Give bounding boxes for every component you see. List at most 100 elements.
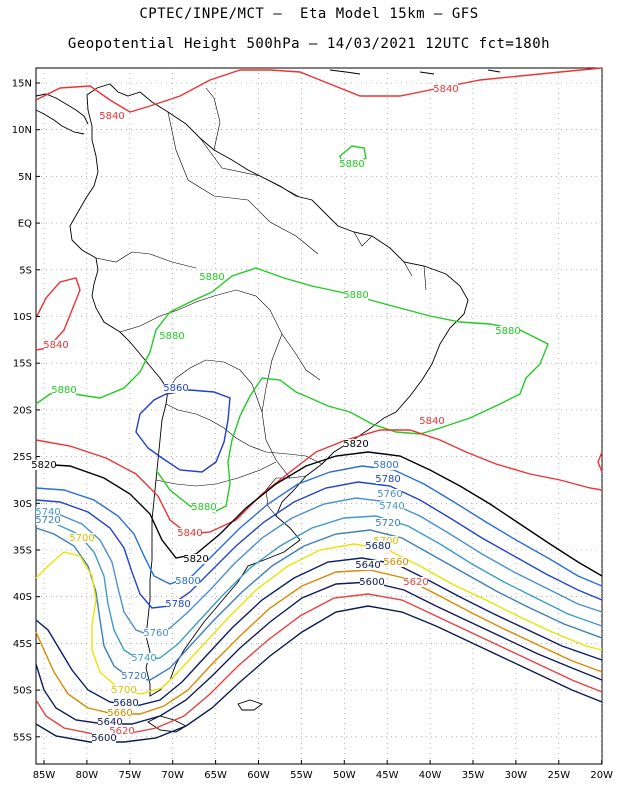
south-america-coast xyxy=(69,83,469,697)
contour-label: 5740 xyxy=(35,507,60,518)
map-title-line2: Geopotential Height 500hPa – 14/03/2021 … xyxy=(67,36,551,52)
contour-label-bg xyxy=(376,518,400,528)
falkland-islands xyxy=(237,699,263,711)
contour-label: 5720 xyxy=(121,671,146,682)
contour-label-bg xyxy=(110,726,134,736)
contour-5600 xyxy=(35,605,603,743)
map-title-line1: CPTEC/INPE/MCT – Eta Model 15km – GFS xyxy=(139,6,479,22)
contour-label-bg xyxy=(356,560,380,570)
lat-tick-label: 55S xyxy=(13,732,32,743)
lat-tick-label: 40S xyxy=(13,592,32,603)
contour-label-bg xyxy=(112,685,136,695)
lat-tick-label: 45S xyxy=(13,639,32,650)
lon-tick-label: 40W xyxy=(419,770,442,781)
lat-tick-label: 20S xyxy=(13,405,32,416)
contour-5840-north xyxy=(35,67,603,113)
lon-tick-label: 80W xyxy=(76,770,99,781)
country-borders xyxy=(95,87,427,517)
contour-label: 5600 xyxy=(91,733,116,744)
contour-label: 5760 xyxy=(143,628,168,639)
lat-tick-label: 5N xyxy=(18,172,32,183)
contour-5680 xyxy=(35,557,603,707)
contour-label: 5720 xyxy=(35,515,60,526)
contour-5860-loop xyxy=(135,389,231,473)
contour-label: 5840 xyxy=(433,84,458,95)
contour-label-bg xyxy=(132,653,156,663)
contour-label-bg xyxy=(380,501,404,511)
contour-label-bg xyxy=(378,489,402,499)
contour-5800 xyxy=(35,465,603,587)
contour-label: 5660 xyxy=(383,557,408,568)
caribbean-islands xyxy=(329,69,501,75)
contour-label-bg xyxy=(122,671,146,681)
contour-label-bg xyxy=(420,416,444,426)
contour-label: 5880 xyxy=(191,502,216,513)
contour-5820 xyxy=(35,451,603,577)
map-frame xyxy=(35,67,603,765)
contour-label-bg xyxy=(496,326,520,336)
contour-label-bg xyxy=(384,557,408,567)
central-america-coast xyxy=(35,93,89,135)
lon-tick-label: 25W xyxy=(547,770,570,781)
lat-tick-label: 50S xyxy=(13,686,32,697)
contour-5840-east xyxy=(597,451,603,473)
contour-label-bg xyxy=(70,533,94,543)
contour-label: 5680 xyxy=(365,541,390,552)
contour-label-bg xyxy=(366,541,390,551)
contour-label-bg xyxy=(108,708,132,718)
contour-label: 5760 xyxy=(377,489,402,500)
lat-tick-label: EQ xyxy=(18,219,32,230)
contour-lines xyxy=(35,67,603,743)
contour-label: 5700 xyxy=(111,685,136,696)
contour-label-bg xyxy=(98,717,122,727)
contour-label: 5600 xyxy=(359,577,384,588)
contour-label: 5640 xyxy=(97,717,122,728)
contour-label-bg xyxy=(184,554,208,564)
contour-label: 5840 xyxy=(419,416,444,427)
lon-tick-label: 45W xyxy=(376,770,399,781)
contour-5840-south xyxy=(35,429,603,535)
lat-tick-label: 10N xyxy=(12,125,32,136)
contour-label: 5660 xyxy=(107,708,132,719)
contour-label: 5880 xyxy=(495,326,520,337)
axis-ticks: 15N10N5NEQ5S10S15S20S25S30S35S40S45S50S5… xyxy=(12,79,613,782)
contour-5760 xyxy=(35,497,603,637)
contour-label-bg xyxy=(160,331,184,341)
contour-label: 5880 xyxy=(343,290,368,301)
lon-tick-label: 60W xyxy=(247,770,270,781)
lon-tick-label: 85W xyxy=(33,770,56,781)
contour-label: 5780 xyxy=(165,599,190,610)
contour-label-bg xyxy=(100,111,124,121)
contour-label: 5640 xyxy=(355,560,380,571)
contour-label-bg xyxy=(176,576,200,586)
contour-label-bg xyxy=(340,159,364,169)
lat-tick-label: 15N xyxy=(12,79,32,90)
contour-label: 5840 xyxy=(177,528,202,539)
contour-label: 5620 xyxy=(403,577,428,588)
contour-label-bg xyxy=(52,385,76,395)
lon-tick-label: 30W xyxy=(505,770,528,781)
contour-label-bg xyxy=(178,528,202,538)
contour-label-bg xyxy=(344,439,368,449)
contour-label-bg xyxy=(36,507,60,517)
contour-5640 xyxy=(35,581,603,725)
lat-tick-label: 15S xyxy=(13,359,32,370)
contour-label: 5840 xyxy=(43,340,68,351)
contour-label: 5820 xyxy=(31,460,56,471)
contour-label: 5620 xyxy=(109,726,134,737)
contour-label: 5860 xyxy=(163,383,188,394)
lon-tick-label: 55W xyxy=(290,770,313,781)
lon-tick-label: 35W xyxy=(462,770,485,781)
contour-label: 5680 xyxy=(113,698,138,709)
contour-label: 5720 xyxy=(375,518,400,529)
contour-label: 5820 xyxy=(343,439,368,450)
coastlines xyxy=(35,69,501,733)
lon-tick-label: 50W xyxy=(333,770,356,781)
contour-label: 5880 xyxy=(51,385,76,396)
lat-tick-label: 5S xyxy=(19,265,32,276)
lat-tick-label: 25S xyxy=(13,452,32,463)
contour-label: 5740 xyxy=(131,653,156,664)
contour-label-bg xyxy=(192,502,216,512)
contour-label: 5800 xyxy=(175,576,200,587)
contour-5880-main xyxy=(35,267,549,513)
